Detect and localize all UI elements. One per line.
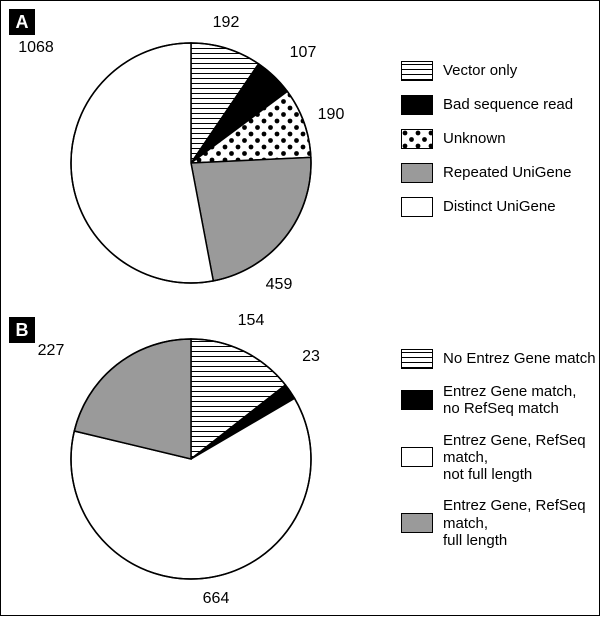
legend-swatch [401, 447, 433, 467]
pie-chart-b: 154 23 664 227 [1, 309, 381, 624]
legend-item: Entrez Gene match,no RefSeq match [401, 383, 599, 418]
legend-item: Unknown [401, 129, 573, 149]
legend-swatch [401, 513, 433, 533]
slice-label: 190 [318, 106, 345, 124]
slice-label: 154 [238, 312, 265, 330]
legend-swatch [401, 390, 433, 410]
legend-swatch [401, 163, 433, 183]
figure: A 1921071904591068 Vector onlyBad sequen… [0, 0, 600, 616]
pie-chart-a: 192 107 190 459 1068 [1, 1, 381, 316]
pie-svg [1, 1, 381, 311]
legend-label: Bad sequence read [443, 96, 573, 113]
slice-label: 23 [302, 348, 320, 366]
legend-label: Distinct UniGene [443, 198, 556, 215]
legend-label: Repeated UniGene [443, 164, 571, 181]
slice-label: 192 [213, 14, 240, 32]
legend-swatch [401, 95, 433, 115]
legend-label: Unknown [443, 130, 506, 147]
slice-label: 1068 [18, 39, 54, 57]
legend-item: Vector only [401, 61, 573, 81]
legend-item: Entrez Gene, RefSeq match,full length [401, 497, 599, 549]
legend-item: Entrez Gene, RefSeq match,not full lengt… [401, 432, 599, 484]
legend-label: Entrez Gene, RefSeq match,not full lengt… [443, 432, 599, 484]
legend-swatch [401, 197, 433, 217]
panel-b: B 15423664227 No Entrez Gene matchEntrez… [1, 309, 599, 617]
slice-label: 227 [38, 342, 65, 360]
legend-item: No Entrez Gene match [401, 349, 599, 369]
slice-label: 664 [203, 590, 230, 608]
legend-item: Distinct UniGene [401, 197, 573, 217]
legend-swatch [401, 61, 433, 81]
legend-a: Vector only Bad sequence read Unknown Repea… [401, 61, 573, 231]
legend-swatch [401, 129, 433, 149]
legend-label: Entrez Gene match,no RefSeq match [443, 383, 576, 418]
legend-label: Entrez Gene, RefSeq match,full length [443, 497, 599, 549]
legend-swatch [401, 349, 433, 369]
legend-b: No Entrez Gene match Entrez Gene match,no… [401, 349, 599, 563]
panel-a: A 1921071904591068 Vector onlyBad sequen… [1, 1, 599, 309]
slice-label: 459 [266, 276, 293, 294]
legend-label: No Entrez Gene match [443, 350, 596, 367]
slice-label: 107 [290, 44, 317, 62]
legend-item: Repeated UniGene [401, 163, 573, 183]
legend-item: Bad sequence read [401, 95, 573, 115]
legend-label: Vector only [443, 62, 517, 79]
